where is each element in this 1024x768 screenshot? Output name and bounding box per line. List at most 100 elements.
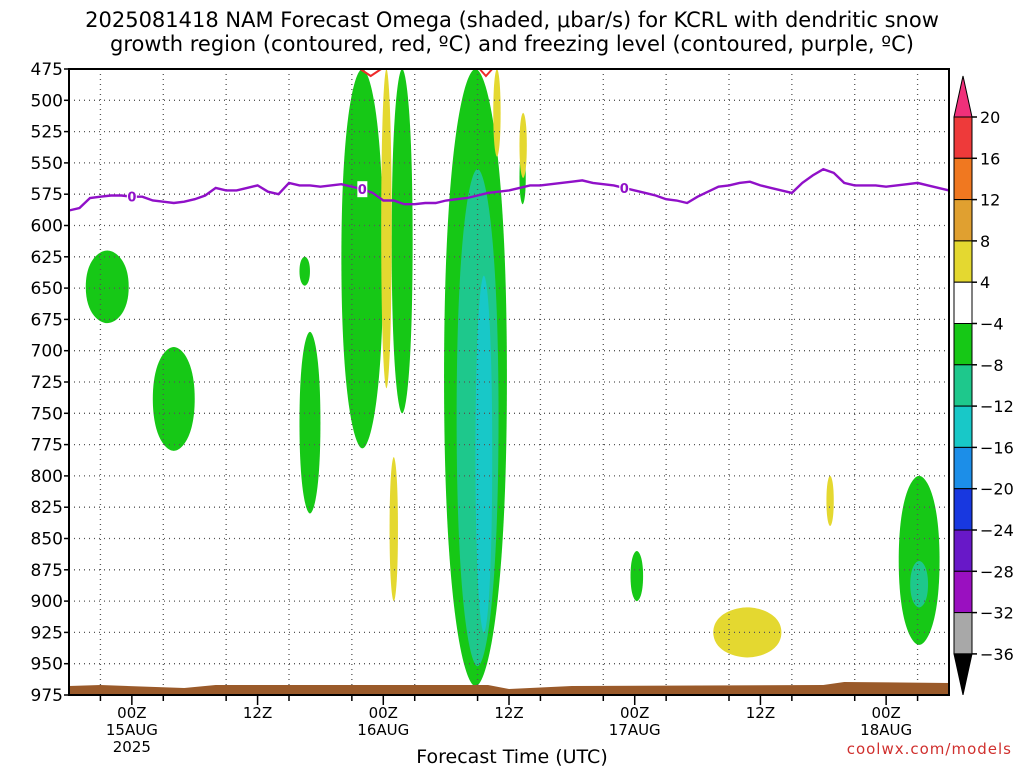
y-axis: 475 500 525 550 575 600 625 650 675 700 725 750 775 8… — [31, 60, 69, 706]
colorbar-swatch — [953, 612, 973, 655]
y-tick-label: 875 — [31, 561, 63, 581]
colorbar-cap-bottom — [953, 653, 973, 696]
y-tick-label: 575 — [31, 185, 63, 205]
colorbar-label: −28 — [980, 562, 1014, 581]
x-tick-date: 15AUG — [106, 721, 158, 739]
chart-title-line1: 2025081418 NAM Forecast Omega (shaded, μ… — [85, 8, 939, 32]
omega-region — [299, 331, 321, 514]
y-tick-label: 600 — [31, 217, 63, 237]
colorbar-swatch — [953, 281, 973, 325]
omega-region — [85, 250, 129, 324]
y-tick-label: 950 — [31, 655, 63, 675]
colorbar: 20 16 12 8 4 −4 −8 −12 −16 −20 −24 −28 −32 −36 — [953, 75, 1014, 696]
y-tick-label: 900 — [31, 592, 63, 612]
omega-region-positive — [826, 475, 834, 526]
watermark: coolwx.com/models — [846, 740, 1012, 758]
chart-title: 2025081418 NAM Forecast Omega (shaded, μ… — [0, 8, 1024, 56]
colorbar-swatch — [953, 570, 973, 614]
colorbar-swatch — [953, 240, 973, 283]
omega-region — [152, 346, 195, 451]
colorbar-swatch — [953, 446, 973, 490]
y-tick-label: 800 — [31, 467, 63, 487]
x-axis-label: Forecast Time (UTC) — [416, 746, 608, 768]
y-tick-label: 675 — [31, 310, 63, 330]
y-tick-label: 925 — [31, 623, 63, 643]
colorbar-label: 8 — [980, 232, 990, 251]
terrain-strip — [69, 682, 949, 695]
x-tick-label: 00Z — [620, 704, 649, 722]
dendritic-growth-contours — [359, 68, 493, 78]
freezing-level-label: 0 — [127, 191, 136, 206]
y-tick-label: 975 — [31, 686, 63, 706]
y-tick-label: 650 — [31, 279, 63, 299]
y-tick-label: 775 — [31, 436, 63, 456]
x-tick-label: 00Z — [369, 704, 398, 722]
y-tick-label: 825 — [31, 498, 63, 518]
y-tick-label: 550 — [31, 154, 63, 174]
y-tick-label: 850 — [31, 530, 63, 550]
dgz-contour — [359, 68, 382, 78]
colorbar-label: −36 — [980, 645, 1014, 664]
x-tick-label: 00Z — [871, 704, 900, 722]
colorbar-swatch — [953, 199, 973, 242]
y-tick-label: 700 — [31, 342, 63, 362]
omega-region — [475, 275, 493, 633]
freezing-level-label: 0 — [358, 183, 367, 198]
colorbar-label: 20 — [980, 108, 1000, 127]
colorbar-label: 4 — [980, 273, 990, 292]
colorbar-label: −4 — [980, 315, 1004, 334]
y-tick-label: 475 — [31, 60, 63, 80]
colorbar-label: −24 — [980, 521, 1014, 540]
omega-region — [898, 475, 940, 645]
x-tick-date: 17AUG — [609, 721, 661, 739]
x-tick-date: 16AUG — [357, 721, 409, 739]
omega-region — [299, 256, 310, 286]
colorbar-label: 16 — [980, 149, 1000, 168]
omega-region — [341, 69, 384, 449]
omega-region-positive — [713, 607, 782, 658]
colorbar-cap-top — [953, 75, 973, 118]
omega-region-positive — [493, 69, 501, 157]
freezing-level-label-bg — [619, 179, 630, 196]
x-tick-date: 18AUG — [860, 721, 912, 739]
freezing-level-label-bg — [126, 188, 137, 205]
omega-region — [391, 69, 413, 414]
colorbar-swatch — [953, 364, 973, 407]
colorbar-swatch — [953, 529, 973, 572]
colorbar-label: 12 — [980, 191, 1000, 210]
colorbar-swatch — [953, 488, 973, 531]
colorbar-label: −12 — [980, 397, 1014, 416]
colorbar-label: −8 — [980, 356, 1004, 375]
omega-region-positive — [519, 112, 527, 178]
chart-title-line2: growth region (contoured, red, ºC) and f… — [110, 32, 914, 56]
x-tick-year: 2025 — [113, 738, 151, 756]
x-tick-label: 12Z — [746, 704, 775, 722]
x-tick-label: 00Z — [117, 704, 146, 722]
colorbar-label: −20 — [980, 480, 1014, 499]
omega-region — [630, 551, 644, 602]
colorbar-swatch — [953, 405, 973, 448]
freezing-level-label-bg — [357, 181, 368, 198]
colorbar-swatch — [953, 323, 973, 366]
y-tick-label: 500 — [31, 91, 63, 111]
terrain — [69, 682, 949, 695]
x-tick-label: 12Z — [243, 704, 272, 722]
y-tick-label: 525 — [31, 123, 63, 143]
freezing-level-label: 0 — [620, 182, 629, 197]
freezing-level-line — [68, 167, 950, 212]
colorbar-label: −16 — [980, 438, 1014, 457]
dgz-contour — [478, 68, 493, 78]
x-tick-label: 12Z — [494, 704, 523, 722]
colorbar-swatch — [953, 116, 973, 159]
y-tick-label: 750 — [31, 404, 63, 424]
y-tick-label: 625 — [31, 248, 63, 268]
omega-region — [910, 561, 929, 608]
omega-region-positive — [389, 457, 398, 602]
colorbar-label: −32 — [980, 604, 1014, 623]
omega-region-positive — [381, 69, 392, 389]
freezing-level-contour: 0 0 0 — [68, 167, 950, 212]
y-tick-label: 725 — [31, 373, 63, 393]
colorbar-swatch — [953, 157, 973, 201]
